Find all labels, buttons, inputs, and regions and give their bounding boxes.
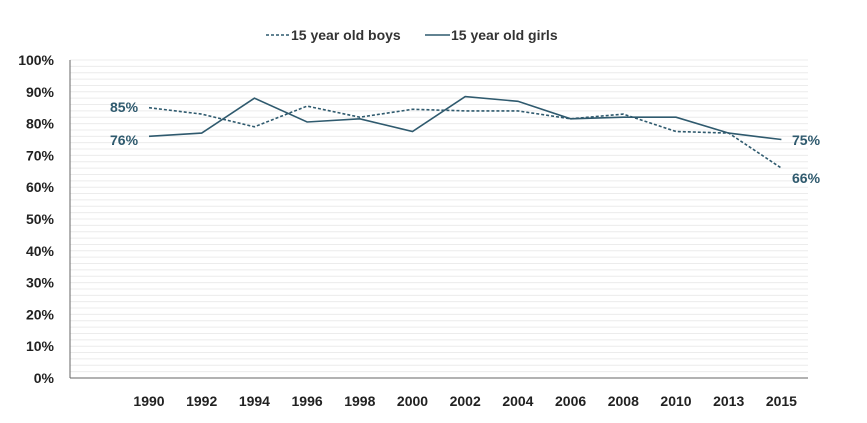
y-tick-label: 50%: [26, 211, 55, 227]
data-label-boys-start: 85%: [110, 99, 139, 115]
series-line-girls: [148, 95, 782, 141]
y-tick-labels: 0% 10% 20% 30% 40% 50% 60% 70% 80% 90% 100%: [18, 52, 54, 386]
series-lines: [148, 95, 782, 169]
x-tick-labels: 1990 1992 1994 1996 1998 2000 2002 2004 2006 2008…: [133, 393, 797, 409]
y-tick-label: 10%: [26, 338, 55, 354]
axes: [69, 60, 808, 379]
legend: 15 year old boys 15 year old girls: [266, 27, 558, 43]
series-line-boys: [148, 105, 782, 169]
legend-boys-label: 15 year old boys: [291, 27, 401, 43]
x-tick-label: 1998: [344, 393, 375, 409]
y-tick-label: 70%: [26, 147, 55, 163]
x-tick-label: 2006: [555, 393, 586, 409]
y-tick-label: 80%: [26, 116, 55, 132]
y-tick-label: 0%: [34, 370, 55, 386]
x-tick-label: 2004: [502, 393, 533, 409]
x-tick-label: 2015: [766, 393, 797, 409]
x-tick-label: 2013: [713, 393, 744, 409]
data-label-boys-end: 66%: [792, 170, 821, 186]
x-tick-label: 2000: [397, 393, 428, 409]
legend-girls-label: 15 year old girls: [451, 27, 558, 43]
x-tick-label: 1996: [292, 393, 323, 409]
x-tick-label: 1990: [133, 393, 164, 409]
x-tick-label: 1992: [186, 393, 217, 409]
data-label-girls-start: 76%: [110, 132, 139, 148]
x-tick-label: 1994: [239, 393, 270, 409]
data-label-girls-end: 75%: [792, 132, 821, 148]
x-tick-label: 2008: [608, 393, 639, 409]
x-tick-label: 2002: [450, 393, 481, 409]
y-tick-label: 60%: [26, 179, 55, 195]
data-labels: 85% 76% 75% 66%: [110, 99, 821, 186]
y-tick-label: 100%: [18, 52, 54, 68]
x-tick-label: 2010: [660, 393, 691, 409]
y-tick-label: 30%: [26, 275, 55, 291]
y-tick-label: 20%: [26, 306, 55, 322]
y-tick-label: 40%: [26, 243, 55, 259]
y-tick-label: 90%: [26, 84, 55, 100]
gridlines: [70, 59, 808, 373]
